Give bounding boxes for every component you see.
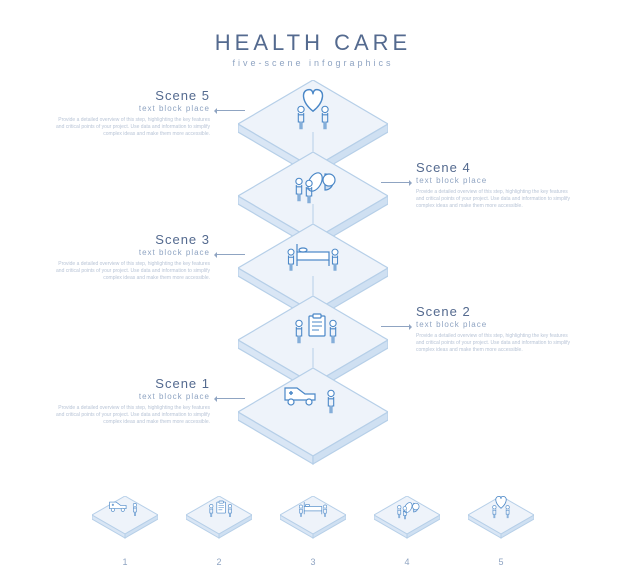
- thumb-4: 4: [374, 496, 440, 567]
- platform-scene-1: [238, 368, 388, 468]
- arrow-icon: [215, 110, 245, 111]
- arrow-icon: [215, 254, 245, 255]
- scene-sub: text block place: [50, 104, 210, 113]
- scene-title: Scene 3: [50, 232, 210, 247]
- scene-label-3: Scene 3text block place Provide a detaile…: [50, 232, 210, 282]
- scene-title: Scene 1: [50, 376, 210, 391]
- scene-sub: text block place: [50, 248, 210, 257]
- thumb-2: 2: [186, 496, 252, 567]
- arrow-icon: [215, 398, 245, 399]
- arrow-icon: [381, 326, 411, 327]
- scene-label-1: Scene 1text block place Provide a detaile…: [50, 376, 210, 426]
- thumb-number: 4: [374, 557, 440, 567]
- thumb-1: 1: [92, 496, 158, 567]
- thumb-number: 2: [186, 557, 252, 567]
- thumb-3: 3: [280, 496, 346, 567]
- scene-sub: text block place: [416, 320, 576, 329]
- scene-title: Scene 4: [416, 160, 576, 175]
- arrow-icon: [381, 182, 411, 183]
- scene-desc: Provide a detailed overview of this step…: [50, 117, 210, 138]
- thumb-number: 5: [468, 557, 534, 567]
- page-title: HEALTH CARE: [0, 30, 626, 56]
- clipboard-figures-icon: [186, 496, 252, 546]
- thumb-number: 1: [92, 557, 158, 567]
- page-subtitle: five-scene infographics: [0, 58, 626, 68]
- scene-label-5: Scene 5text block place Provide a detaile…: [50, 88, 210, 138]
- thumb-number: 3: [280, 557, 346, 567]
- scene-label-2: Scene 2text block place Provide a detaile…: [416, 304, 576, 354]
- scene-desc: Provide a detailed overview of this step…: [50, 405, 210, 426]
- thumbnail-row: 1 2 3 4 5: [92, 496, 534, 567]
- scene-sub: text block place: [50, 392, 210, 401]
- scene-title: Scene 5: [50, 88, 210, 103]
- scene-desc: Provide a detailed overview of this step…: [416, 333, 576, 354]
- thumb-5: 5: [468, 496, 534, 567]
- header: HEALTH CARE five-scene infographics: [0, 0, 626, 68]
- scene-desc: Provide a detailed overview of this step…: [50, 261, 210, 282]
- pill-figures-icon: [374, 496, 440, 546]
- scene-title: Scene 2: [416, 304, 576, 319]
- heart-figures-icon: [468, 496, 534, 546]
- scene-label-4: Scene 4text block place Provide a detaile…: [416, 160, 576, 210]
- scene-desc: Provide a detailed overview of this step…: [416, 189, 576, 210]
- bed-figures-icon: [280, 496, 346, 546]
- ambulance-figures-icon: [92, 496, 158, 546]
- scene-sub: text block place: [416, 176, 576, 185]
